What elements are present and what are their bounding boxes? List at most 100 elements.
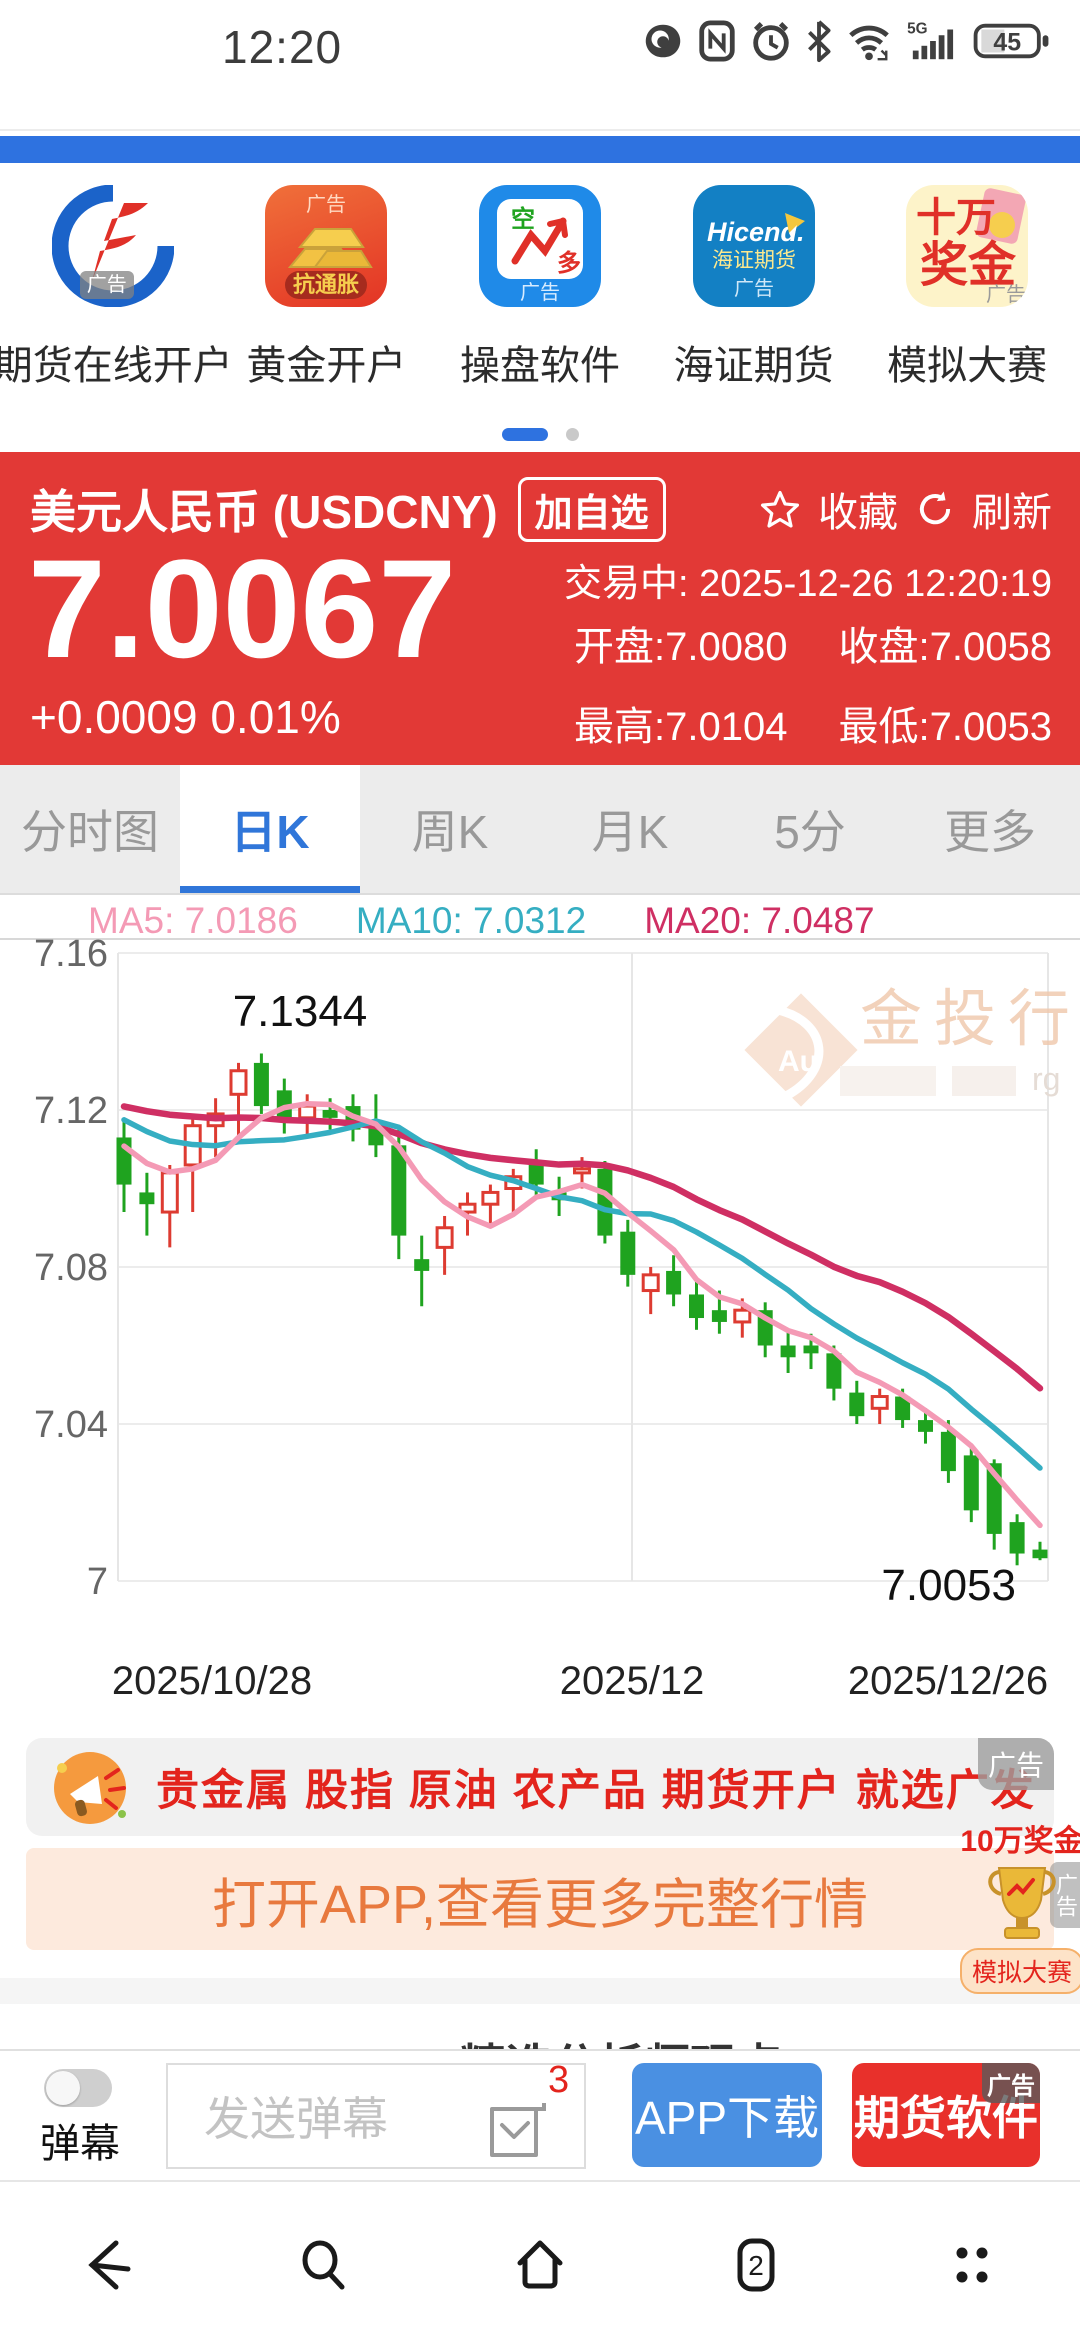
ohlc-stats: 开盘:7.0080 收盘:7.0058 最高:7.0104 最低:7.0053 bbox=[574, 614, 1052, 752]
quick-link-hicend[interactable]: Hicend. 海证期货 广告 海证期货 bbox=[654, 185, 854, 391]
eye-protection-icon bbox=[645, 24, 681, 58]
svg-text:广告: 广告 bbox=[306, 193, 346, 216]
ad-badge: 广告 bbox=[978, 1738, 1054, 1790]
quick-link-gold-account[interactable]: 广告 抗通胀 黄金开户 bbox=[226, 185, 426, 391]
stat-open: 开盘:7.0080 bbox=[574, 625, 788, 669]
svg-text:45: 45 bbox=[993, 29, 1021, 57]
tab-timeline[interactable]: 分时图 bbox=[21, 806, 159, 858]
svg-text:2025/12/26: 2025/12/26 bbox=[848, 1659, 1048, 1703]
megaphone-icon bbox=[54, 1752, 126, 1824]
carousel-pager bbox=[0, 428, 1080, 441]
back-icon[interactable] bbox=[76, 2233, 140, 2297]
quick-link-label: 模拟大赛 bbox=[887, 344, 1048, 388]
app-download-button[interactable]: APP下载 bbox=[632, 2063, 822, 2167]
input-placeholder: 发送弹幕 bbox=[204, 2093, 388, 2145]
clipped-content-row: 精选分析师观点 bbox=[0, 2026, 1080, 2049]
open-app-banner[interactable]: 打开APP,查看更多完整行情 bbox=[26, 1848, 1054, 1950]
ad-badge: 广告 bbox=[79, 271, 134, 299]
ad-badge: 广告 bbox=[982, 2063, 1040, 2103]
prize-contest-icon: 十万 奖金 广告 bbox=[906, 185, 1029, 307]
refresh-icon[interactable] bbox=[914, 488, 956, 530]
search-icon[interactable] bbox=[292, 2233, 356, 2297]
danmu-label: 弹幕 bbox=[40, 2122, 120, 2166]
svg-text:奖金: 奖金 bbox=[920, 239, 1017, 292]
tab-daily-k[interactable]: 日K bbox=[180, 765, 360, 893]
signal-5g-icon: 5G bbox=[907, 20, 954, 60]
svg-text:空: 空 bbox=[511, 205, 535, 233]
svg-text:5G: 5G bbox=[907, 20, 927, 37]
hicend-logo-icon: Hicend. 海证期货 广告 bbox=[692, 185, 815, 307]
prize-title: 10万奖金 bbox=[960, 1825, 1080, 1858]
divider bbox=[0, 129, 1080, 131]
bluetooth-icon bbox=[808, 20, 831, 63]
ma10-label: MA10: 7.0312 bbox=[355, 900, 587, 941]
clock-time: 12:20 bbox=[222, 21, 343, 73]
ad-tag-vertical: 广告 bbox=[1050, 1862, 1080, 1928]
divider-band bbox=[0, 1978, 1080, 2004]
recents-icon[interactable]: 2 bbox=[724, 2233, 788, 2297]
pager-dot-active[interactable] bbox=[501, 428, 548, 441]
pager-dot[interactable] bbox=[565, 428, 579, 441]
svg-text:7.1344: 7.1344 bbox=[233, 987, 368, 1036]
favorite-button[interactable]: 收藏 bbox=[818, 491, 898, 535]
add-watchlist-button[interactable]: 加自选 bbox=[517, 476, 666, 542]
quick-link-futures-account[interactable]: 广告 期货在线开户 bbox=[0, 185, 233, 391]
trading-app-icon: 空 多 广告 bbox=[478, 185, 601, 307]
futures-broker-logo-icon: 广告 bbox=[51, 185, 174, 307]
chart-period-tabs: 分时图 日K 周K 月K 5分 更多 bbox=[0, 765, 1080, 895]
alarm-icon bbox=[753, 22, 789, 61]
price-change: +0.0009 0.01% bbox=[30, 691, 341, 743]
ma-legend: MA5: 7.0186 MA10: 7.0312 MA20: 7.0487 bbox=[88, 900, 875, 942]
svg-text:海证期货: 海证期货 bbox=[712, 249, 796, 272]
stat-low: 最低:7.0053 bbox=[838, 705, 1052, 749]
trophy-icon bbox=[988, 1867, 1056, 1939]
contest-pill: 模拟大赛 bbox=[960, 1948, 1080, 1994]
svg-text:2025/12: 2025/12 bbox=[560, 1659, 705, 1703]
svg-text:7.0053: 7.0053 bbox=[881, 1561, 1016, 1610]
gold-bars-icon: 广告 抗通胀 bbox=[265, 185, 388, 307]
clipped-teaser-text: 精选分析师观点 bbox=[460, 2030, 782, 2049]
svg-text:十万: 十万 bbox=[916, 196, 996, 240]
svg-text:广告: 广告 bbox=[734, 277, 774, 300]
system-nav-bar: 2 bbox=[0, 2190, 1080, 2340]
tab-weekly-k[interactable]: 周K bbox=[411, 806, 489, 858]
broker-ad-banner[interactable]: 贵金属 股指 原油 农产品 期货开户 就选广发 广告 bbox=[26, 1738, 1054, 1836]
svg-text:金投行情: 金投行情 bbox=[860, 985, 1080, 1054]
tab-more[interactable]: 更多 bbox=[944, 806, 1036, 858]
svg-text:rg: rg bbox=[1032, 1061, 1060, 1097]
quick-links-row: 广告 期货在线开户 广告 抗通胀 黄金开户 空 多 广告 bbox=[0, 185, 1080, 415]
quote-header: 美元人民币 (USDCNY) 加自选 收藏 刷新 交易中: 2025-12-26… bbox=[0, 452, 1080, 765]
quick-link-label: 期货在线开户 bbox=[0, 344, 233, 388]
danmu-toggle[interactable] bbox=[44, 2069, 112, 2107]
svg-text:Au: Au bbox=[778, 1045, 818, 1078]
svg-text:7.04: 7.04 bbox=[34, 1404, 108, 1446]
quick-link-simulation-contest[interactable]: 十万 奖金 广告 模拟大赛 bbox=[867, 185, 1067, 391]
svg-text:广告: 广告 bbox=[520, 281, 560, 304]
ma20-label: MA20: 7.0487 bbox=[644, 900, 875, 941]
message-icon[interactable] bbox=[482, 2095, 552, 2167]
menu-dots-icon[interactable] bbox=[940, 2233, 1004, 2297]
tab-5min[interactable]: 5分 bbox=[774, 806, 846, 858]
open-app-text: 打开APP,查看更多完整行情 bbox=[211, 1874, 869, 1935]
quick-link-label: 黄金开户 bbox=[246, 344, 407, 388]
svg-text:多: 多 bbox=[557, 250, 581, 277]
svg-text:2: 2 bbox=[748, 2250, 764, 2281]
accent-bar bbox=[0, 136, 1080, 163]
svg-text:广告: 广告 bbox=[986, 283, 1026, 306]
candlestick-chart[interactable]: 7.16 7.12 7.08 7.04 7 Au 金投行情 rg 7.1344 7.0053 202… bbox=[0, 938, 1080, 1728]
status-bar: 12:20 5G bbox=[0, 0, 1080, 90]
refresh-button[interactable]: 刷新 bbox=[972, 491, 1052, 535]
contest-float-widget[interactable]: 10万奖金 模拟大赛 bbox=[960, 1816, 1080, 1994]
wifi-icon bbox=[849, 25, 889, 61]
battery-icon: 45 bbox=[973, 23, 1049, 59]
tab-monthly-k[interactable]: 月K bbox=[591, 806, 669, 858]
trading-status: 交易中: 2025-12-26 12:20:19 bbox=[564, 563, 1052, 605]
futures-software-button[interactable]: 期货软件 广告 bbox=[852, 2063, 1040, 2167]
home-icon[interactable] bbox=[508, 2233, 572, 2297]
instrument-title: 美元人民币 (USDCNY) bbox=[30, 486, 498, 538]
message-badge: 3 bbox=[548, 2059, 570, 2101]
quick-link-trading-software[interactable]: 空 多 广告 操盘软件 bbox=[440, 185, 640, 391]
stat-high: 最高:7.0104 bbox=[574, 705, 788, 749]
danmu-input[interactable]: 发送弹幕 bbox=[166, 2063, 586, 2169]
star-icon[interactable] bbox=[758, 487, 802, 531]
